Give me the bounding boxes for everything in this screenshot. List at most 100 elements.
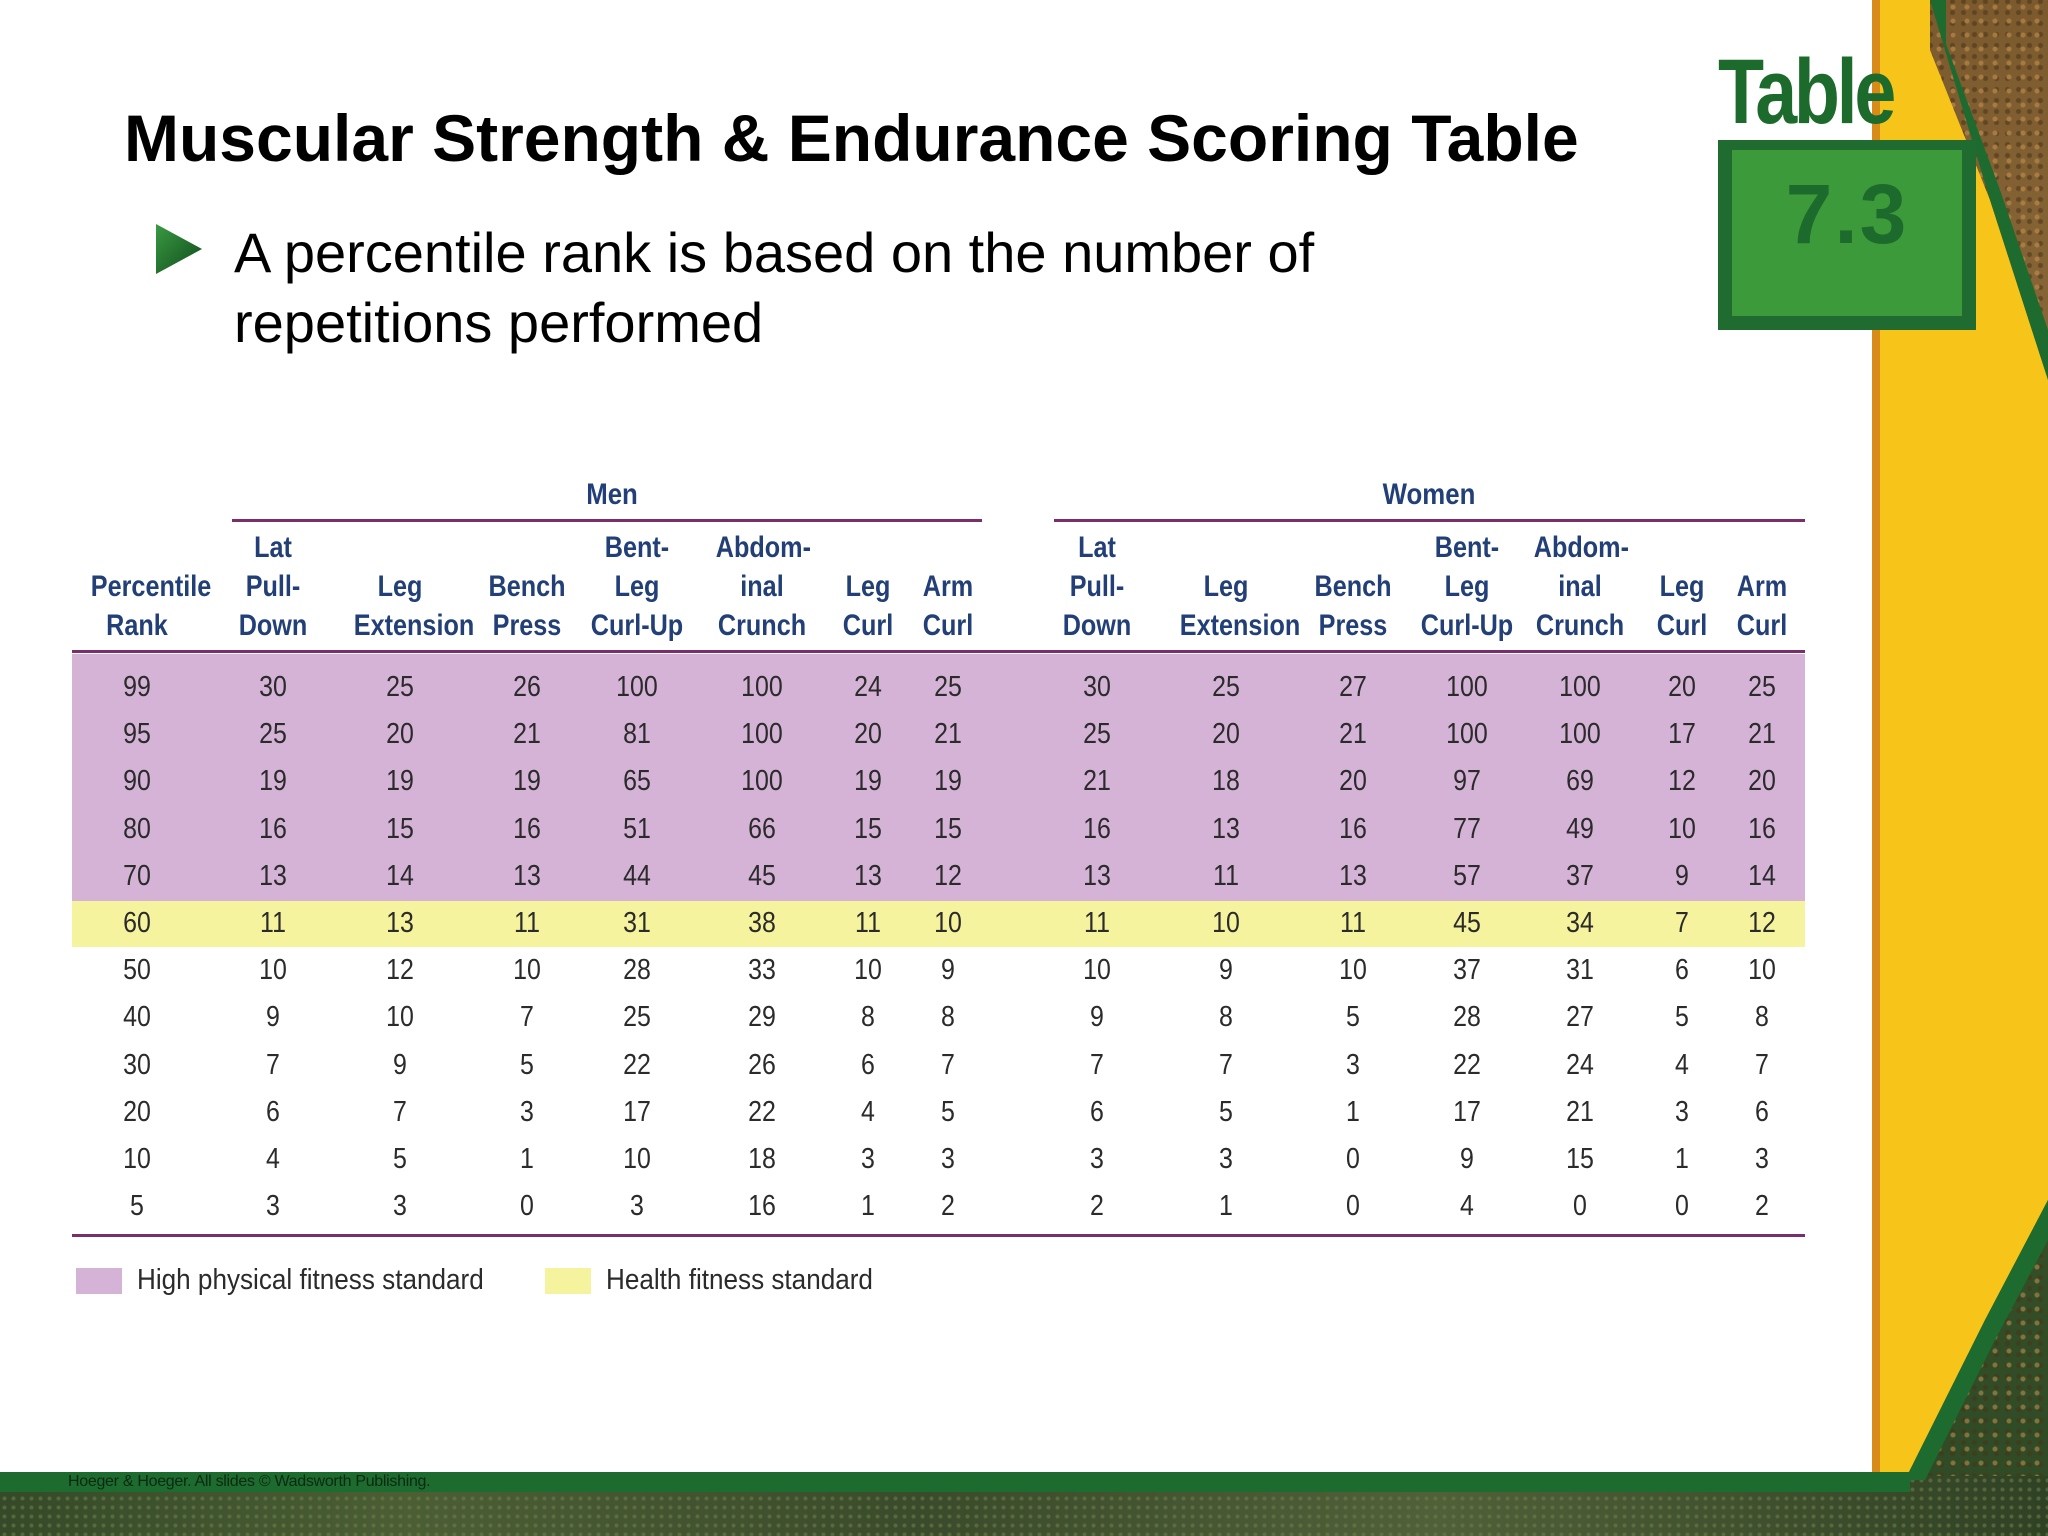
group-rule-men bbox=[232, 519, 982, 522]
table-cell-men: 17 bbox=[623, 1096, 651, 1128]
table-cell-men: 65 bbox=[623, 765, 651, 797]
table-cell-men: 13 bbox=[513, 860, 541, 892]
table-cell-men: 22 bbox=[748, 1096, 776, 1128]
table-cell-women: 5 bbox=[1346, 1001, 1360, 1033]
table-cell-women: 1 bbox=[1219, 1190, 1233, 1222]
table-cell-men: 10 bbox=[259, 954, 287, 986]
table-cell-men: 29 bbox=[748, 1001, 776, 1033]
table-cell-men: 20 bbox=[386, 718, 414, 750]
table-cell-men: 31 bbox=[623, 907, 651, 939]
table-cell-rank: 20 bbox=[123, 1096, 151, 1128]
table-cell-women: 16 bbox=[1748, 813, 1776, 845]
table-cell-women: 4 bbox=[1460, 1190, 1474, 1222]
table-cell-men: 15 bbox=[854, 813, 882, 845]
table-cell-men: 100 bbox=[741, 718, 783, 750]
legend-swatch-health bbox=[545, 1268, 591, 1294]
table-cell-women: 27 bbox=[1566, 1001, 1594, 1033]
column-header-women-6: Leg Curl bbox=[1656, 570, 1708, 642]
table-cell-men: 10 bbox=[623, 1143, 651, 1175]
table-cell-women: 8 bbox=[1219, 1001, 1233, 1033]
table-cell-men: 13 bbox=[386, 907, 414, 939]
table-cell-men: 3 bbox=[630, 1190, 644, 1222]
table-cell-women: 9 bbox=[1460, 1143, 1474, 1175]
table-cell-men: 18 bbox=[748, 1143, 776, 1175]
table-cell-women: 12 bbox=[1668, 765, 1696, 797]
table-cell-men: 7 bbox=[266, 1049, 280, 1081]
column-header-men-2: Leg Extension bbox=[353, 570, 475, 642]
table-cell-men: 26 bbox=[748, 1049, 776, 1081]
table-cell-women: 7 bbox=[1090, 1049, 1104, 1081]
table-cell-men: 9 bbox=[941, 954, 955, 986]
table-cell-men: 5 bbox=[520, 1049, 534, 1081]
table-cell-men: 44 bbox=[623, 860, 651, 892]
table-cell-men: 4 bbox=[861, 1096, 875, 1128]
table-cell-women: 0 bbox=[1675, 1190, 1689, 1222]
table-cell-women: 49 bbox=[1566, 813, 1594, 845]
column-header-men-3: Bench Press bbox=[488, 570, 566, 642]
table-cell-men: 6 bbox=[266, 1096, 280, 1128]
table-cell-women: 3 bbox=[1755, 1143, 1769, 1175]
table-cell-rank: 10 bbox=[123, 1143, 151, 1175]
column-header-women-5: Abdom-inal Crunch bbox=[1533, 531, 1629, 642]
table-cell-women: 10 bbox=[1748, 954, 1776, 986]
table-cell-men: 26 bbox=[513, 671, 541, 703]
legend-label-high: High physical fitness standard bbox=[137, 1264, 484, 1296]
table-cell-men: 28 bbox=[623, 954, 651, 986]
table-cell-men: 12 bbox=[386, 954, 414, 986]
table-cell-rank: 90 bbox=[123, 765, 151, 797]
table-cell-women: 11 bbox=[1213, 860, 1239, 892]
table-cell-men: 100 bbox=[741, 765, 783, 797]
table-cell-men: 3 bbox=[266, 1190, 280, 1222]
table-cell-women: 12 bbox=[1748, 907, 1776, 939]
table-cell-men: 81 bbox=[623, 718, 651, 750]
table-cell-women: 21 bbox=[1748, 718, 1776, 750]
table-cell-women: 11 bbox=[1084, 907, 1110, 939]
table-cell-men: 38 bbox=[748, 907, 776, 939]
table-cell-women: 100 bbox=[1446, 671, 1488, 703]
table-cell-women: 20 bbox=[1339, 765, 1367, 797]
table-cell-men: 19 bbox=[259, 765, 287, 797]
table-cell-men: 11 bbox=[855, 907, 881, 939]
table-badge-fill bbox=[1732, 150, 1962, 316]
table-cell-men: 16 bbox=[748, 1190, 776, 1222]
column-header-women-1: Lat Pull- Down bbox=[1062, 531, 1132, 642]
table-cell-women: 69 bbox=[1566, 765, 1594, 797]
table-cell-women: 11 bbox=[1340, 907, 1366, 939]
column-header-men-6: Leg Curl bbox=[842, 570, 894, 642]
table-cell-women: 25 bbox=[1212, 671, 1240, 703]
table-cell-women: 34 bbox=[1566, 907, 1594, 939]
table-cell-men: 3 bbox=[941, 1143, 955, 1175]
table-cell-women: 16 bbox=[1339, 813, 1367, 845]
table-cell-women: 9 bbox=[1090, 1001, 1104, 1033]
table-cell-women: 6 bbox=[1755, 1096, 1769, 1128]
table-cell-men: 1 bbox=[861, 1190, 875, 1222]
table-cell-men: 5 bbox=[941, 1096, 955, 1128]
high-fitness-band bbox=[72, 654, 1805, 901]
table-cell-women: 3 bbox=[1219, 1143, 1233, 1175]
table-cell-men: 7 bbox=[393, 1096, 407, 1128]
table-cell-women: 100 bbox=[1559, 671, 1601, 703]
table-cell-women: 4 bbox=[1675, 1049, 1689, 1081]
table-cell-men: 13 bbox=[259, 860, 287, 892]
table-cell-women: 16 bbox=[1083, 813, 1111, 845]
table-cell-men: 10 bbox=[513, 954, 541, 986]
table-cell-rank: 99 bbox=[123, 671, 151, 703]
table-cell-women: 28 bbox=[1453, 1001, 1481, 1033]
table-cell-rank: 80 bbox=[123, 813, 151, 845]
health-fitness-band bbox=[72, 901, 1805, 947]
table-cell-men: 19 bbox=[386, 765, 414, 797]
table-cell-women: 25 bbox=[1083, 718, 1111, 750]
table-bottom-rule bbox=[72, 1234, 1805, 1237]
slide-title: Muscular Strength & Endurance Scoring Ta… bbox=[124, 101, 1579, 175]
table-cell-women: 9 bbox=[1219, 954, 1233, 986]
table-cell-men: 8 bbox=[941, 1001, 955, 1033]
table-cell-women: 17 bbox=[1453, 1096, 1481, 1128]
table-cell-men: 3 bbox=[861, 1143, 875, 1175]
table-cell-women: 3 bbox=[1675, 1096, 1689, 1128]
table-cell-men: 13 bbox=[854, 860, 882, 892]
table-cell-men: 16 bbox=[513, 813, 541, 845]
table-cell-women: 0 bbox=[1346, 1143, 1360, 1175]
table-cell-men: 16 bbox=[259, 813, 287, 845]
table-cell-men: 10 bbox=[854, 954, 882, 986]
table-cell-women: 20 bbox=[1748, 765, 1776, 797]
